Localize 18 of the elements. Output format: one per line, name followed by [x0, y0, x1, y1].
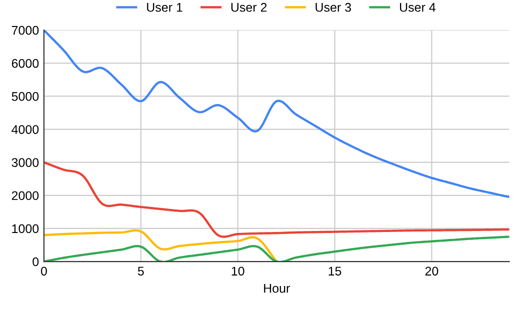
legend-label: User 1 — [147, 3, 182, 12]
y-tick-label: 3000 — [12, 158, 39, 167]
y-tick-label: 1000 — [12, 224, 39, 234]
legend-label: User 2 — [231, 2, 267, 12]
x-tick-label: 10 — [232, 266, 244, 276]
legend-label: User 3 — [316, 2, 351, 12]
legend-label: User 4 — [400, 3, 436, 12]
x-tick-label: 20 — [425, 266, 438, 276]
y-tick-label: 0 — [32, 257, 39, 266]
x-tick-label: 5 — [138, 266, 144, 276]
x-axis-title: Hour — [264, 284, 290, 293]
y-tick-label: 7000 — [12, 26, 39, 35]
y-tick-label: 4000 — [12, 125, 39, 134]
x-tick-label: 0 — [40, 266, 47, 276]
y-tick-label: 5000 — [12, 92, 39, 101]
y-tick-label: 6000 — [12, 58, 39, 68]
y-tick-label: 2000 — [12, 191, 39, 200]
x-tick-label: 15 — [328, 266, 342, 276]
